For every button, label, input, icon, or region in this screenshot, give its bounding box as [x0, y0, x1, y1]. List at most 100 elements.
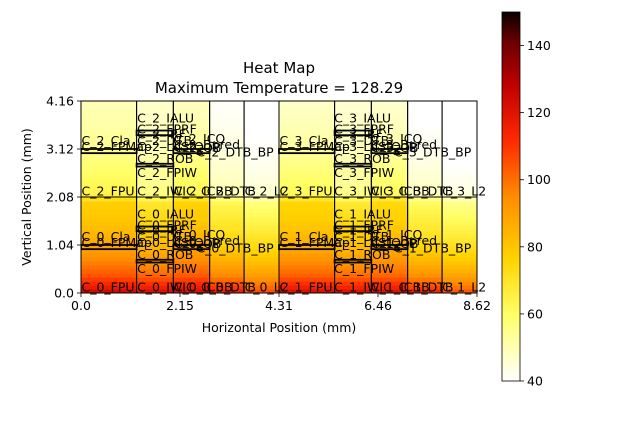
- heatmap-cell: [279, 173, 335, 178]
- floorplan-block: [135, 258, 175, 264]
- heatmap-cell: [209, 149, 245, 154]
- heatmap-cell: [333, 221, 372, 226]
- heatmap-cell: [136, 193, 174, 198]
- heatmap-cell: [333, 101, 372, 106]
- heatmap-cell: [136, 265, 174, 270]
- heatmap-cell: [244, 193, 280, 198]
- heatmap-cell: [244, 257, 280, 262]
- heatmap-cell: [81, 241, 138, 246]
- heatmap-cell: [407, 177, 443, 182]
- heatmap-cell: [209, 197, 245, 202]
- unit-label: C_2_DTB_BP: [196, 144, 274, 159]
- heatmap-cell: [441, 185, 477, 190]
- floorplan-block: [172, 244, 211, 251]
- heatmap-cell: [370, 225, 408, 230]
- unit-label: C_3_FPU: [280, 184, 333, 199]
- heatmap-cell: [244, 189, 280, 194]
- heatmap-cell: [279, 225, 335, 230]
- heatmap-cell: [173, 217, 211, 222]
- heatmap-cell: [370, 209, 408, 214]
- heatmap-cell: [209, 245, 245, 250]
- heatmap-cell: [333, 145, 372, 150]
- heatmap-cell: [173, 281, 211, 286]
- heatmap-cell: [333, 149, 372, 154]
- heatmap-cell: [441, 121, 477, 126]
- heatmap-cell: [173, 189, 211, 194]
- heatmap-cell: [407, 193, 443, 198]
- heatmap-cell: [407, 113, 443, 118]
- floorplan-block: [333, 258, 373, 264]
- heatmap-cell: [441, 117, 477, 122]
- heatmap-cell: [370, 173, 408, 178]
- heatmap-cell: [279, 209, 335, 214]
- heatmap-cell: [244, 269, 280, 274]
- heatmap-cell: [173, 237, 211, 242]
- heatmap-cell: [244, 157, 280, 162]
- heatmap-cell: [244, 273, 280, 278]
- heatmap-cell: [244, 141, 280, 146]
- heatmap-cell: [333, 253, 372, 258]
- heatmap-cell: [370, 125, 408, 130]
- heatmap-cell: [81, 273, 138, 278]
- heatmap-cell: [136, 273, 174, 278]
- heatmap-cell: [209, 261, 245, 266]
- unit-label: C_1_OB: [371, 236, 419, 251]
- heatmap-cell: [333, 249, 372, 254]
- heatmap-cell: [279, 221, 335, 226]
- heatmap-cell: [173, 157, 211, 162]
- heatmap-cell: [81, 145, 138, 150]
- heatmap-cell: [136, 245, 174, 250]
- unit-label: C_0_ICQ: [174, 227, 226, 242]
- heatmap-cell: [173, 117, 211, 122]
- heatmap-cell: [407, 101, 443, 106]
- heatmap-cell: [441, 113, 477, 118]
- unit-label: C_2_IRF: [137, 126, 186, 141]
- heatmap-cell: [173, 137, 211, 142]
- heatmap-cell: [279, 237, 335, 242]
- heatmap-cell: [173, 209, 211, 214]
- heatmap-cell: [279, 265, 335, 270]
- unit-label: C_1_L2: [442, 280, 486, 295]
- heatmap-cell: [81, 153, 138, 158]
- heatmap-cell: [209, 189, 245, 194]
- heatmap-cell: [244, 205, 280, 210]
- heatmap-cell: [407, 221, 443, 226]
- heatmap-cell: [136, 233, 174, 238]
- heatmap-cell: [441, 233, 477, 238]
- heatmap-cell: [333, 233, 372, 238]
- unit-label: C_1_ICQ: [371, 227, 423, 242]
- heatmap-cell: [244, 137, 280, 142]
- y-axis-ticks: 0.0 1.04 2.08 3.12 4.16: [46, 94, 81, 301]
- heatmap-cell: [244, 105, 280, 110]
- y-tick-label: 3.12: [46, 142, 74, 157]
- heatmap-cell: [441, 237, 477, 242]
- unit-label: C_2_DTB: [137, 133, 192, 148]
- floorplan-block: [135, 129, 175, 137]
- heatmap-cell: [407, 249, 443, 254]
- heatmap-cell: [209, 221, 245, 226]
- heatmap-cell: [441, 137, 477, 142]
- heatmap-cell: [244, 217, 280, 222]
- heatmap-cell: [279, 277, 335, 282]
- heatmap-cell: [370, 265, 408, 270]
- heatmap-cell: [370, 109, 408, 114]
- heatmap-cell: [407, 129, 443, 134]
- heatmap-cell: [209, 209, 245, 214]
- unit-label: C_1_DTB: [334, 229, 389, 244]
- heatmap-cell: [81, 269, 138, 274]
- heatmap-cell: [209, 177, 245, 182]
- heatmap-cell: [279, 241, 335, 246]
- heatmap-cell: [333, 209, 372, 214]
- heatmap-cell: [136, 109, 174, 114]
- heatmap-cell: [370, 249, 408, 254]
- heatmap-cell: [244, 173, 280, 178]
- heatmap-cell: [81, 177, 138, 182]
- heatmap-cell: [333, 181, 372, 186]
- heatmap-cell: [173, 177, 211, 182]
- heatmap-cell: [333, 201, 372, 206]
- unit-label: C_3_ICBB: [371, 184, 430, 199]
- x-tick-label: 6.46: [364, 298, 392, 313]
- floorplan-block: [333, 162, 373, 168]
- unit-label: C_0_ICBB: [174, 280, 233, 295]
- floorplan-block: [81, 244, 138, 251]
